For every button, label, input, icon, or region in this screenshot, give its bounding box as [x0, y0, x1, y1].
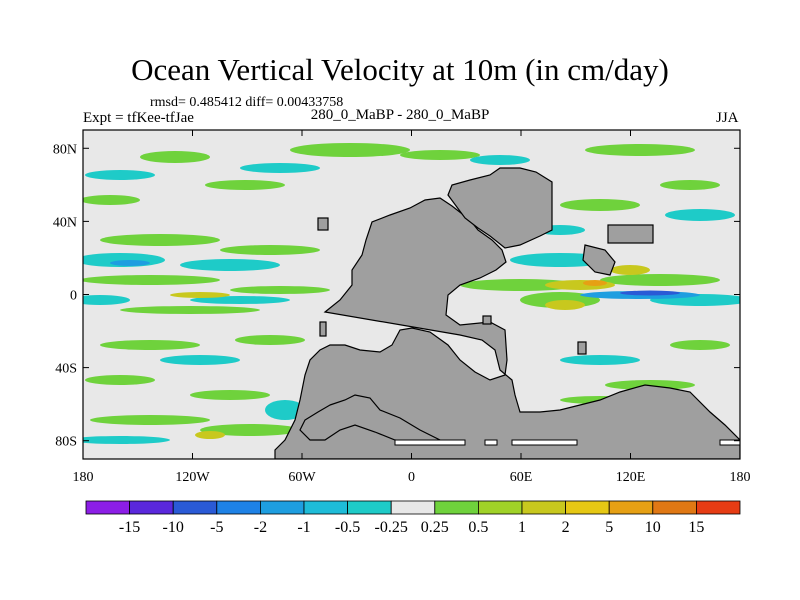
experiment-label: Expt = tfKee-tfJae [83, 110, 194, 126]
lon-tick-label: 180 [730, 470, 751, 485]
lat-tick-label: 80N [53, 142, 77, 157]
colorbar-label: 10 [645, 519, 661, 536]
map-axes: 180 120W 60W 0 60E 120E 180 80N 40N 0 40S 80S [53, 130, 751, 485]
colorbar-label: -1 [297, 519, 310, 536]
colorbar-label: 0.5 [468, 519, 488, 536]
colorbar-label: -5 [210, 519, 223, 536]
colorbar-swatch [303, 500, 348, 515]
lon-tick-label: 120E [616, 470, 646, 485]
colorbar-label: 1 [518, 519, 526, 536]
lon-tick-label: 120W [175, 470, 210, 485]
colorbar-swatch [565, 500, 610, 515]
season-label: JJA [716, 110, 739, 126]
rmsd-diff-stats: rmsd= 0.485412 diff= 0.00433758 [150, 95, 344, 110]
colorbar-label: 5 [605, 519, 613, 536]
lat-tick-label: 0 [70, 289, 77, 304]
colorbar-label: 2 [562, 519, 570, 536]
colorbar: -15 -10 -5 -2 -1 -0.5 -0.25 0.25 0.5 1 2 5 10 15 [85, 500, 741, 536]
lon-tick-label: 60E [510, 470, 533, 485]
colorbar-swatch [85, 500, 130, 515]
lat-tick-label: 40S [55, 362, 77, 377]
sea-ice [394, 439, 740, 446]
colorbar-label: 0.25 [421, 519, 449, 536]
colorbar-swatch [347, 500, 392, 515]
colorbar-swatch [390, 500, 436, 515]
colorbar-label: -0.25 [375, 519, 408, 536]
colorbar-label: -10 [163, 519, 184, 536]
lon-tick-label: 180 [73, 470, 94, 485]
colorbar-swatch [129, 500, 174, 515]
lon-tick-label: 0 [408, 470, 415, 485]
colorbar-label: 15 [688, 519, 704, 536]
colorbar-swatch [259, 500, 305, 515]
colorbar-swatch [652, 500, 697, 515]
land-maritime-continent [582, 244, 616, 276]
colorbar-swatch [477, 500, 523, 515]
colorbar-swatch [434, 500, 479, 515]
colorbar-swatch [608, 500, 654, 515]
velocity-field [83, 143, 740, 444]
land-masses [274, 167, 740, 459]
comparison-label: 280_0_MaBP - 280_0_MaBP [310, 107, 490, 123]
land-island-indian [577, 341, 587, 355]
colorbar-label: -0.5 [335, 519, 360, 536]
lat-tick-label: 40N [53, 215, 77, 230]
lat-tick-label: 80S [55, 435, 77, 450]
land-eurasia [447, 167, 553, 249]
colorbar-swatch [216, 500, 261, 515]
land-island-pacific-1 [317, 217, 329, 231]
plot-title: Ocean Vertical Velocity at 10m (in cm/da… [131, 52, 669, 87]
land-island-sea [482, 315, 492, 325]
land-island-arctic [607, 224, 654, 244]
colorbar-swatch [172, 500, 218, 515]
colorbar-label: -2 [254, 519, 267, 536]
land-island-pacific-2 [319, 321, 327, 337]
map-panel [83, 130, 740, 459]
colorbar-swatch [521, 500, 566, 515]
lon-tick-label: 60W [288, 470, 316, 485]
colorbar-swatch [696, 500, 741, 515]
land-americas-africa [274, 197, 740, 459]
colorbar-label: -15 [119, 519, 140, 536]
